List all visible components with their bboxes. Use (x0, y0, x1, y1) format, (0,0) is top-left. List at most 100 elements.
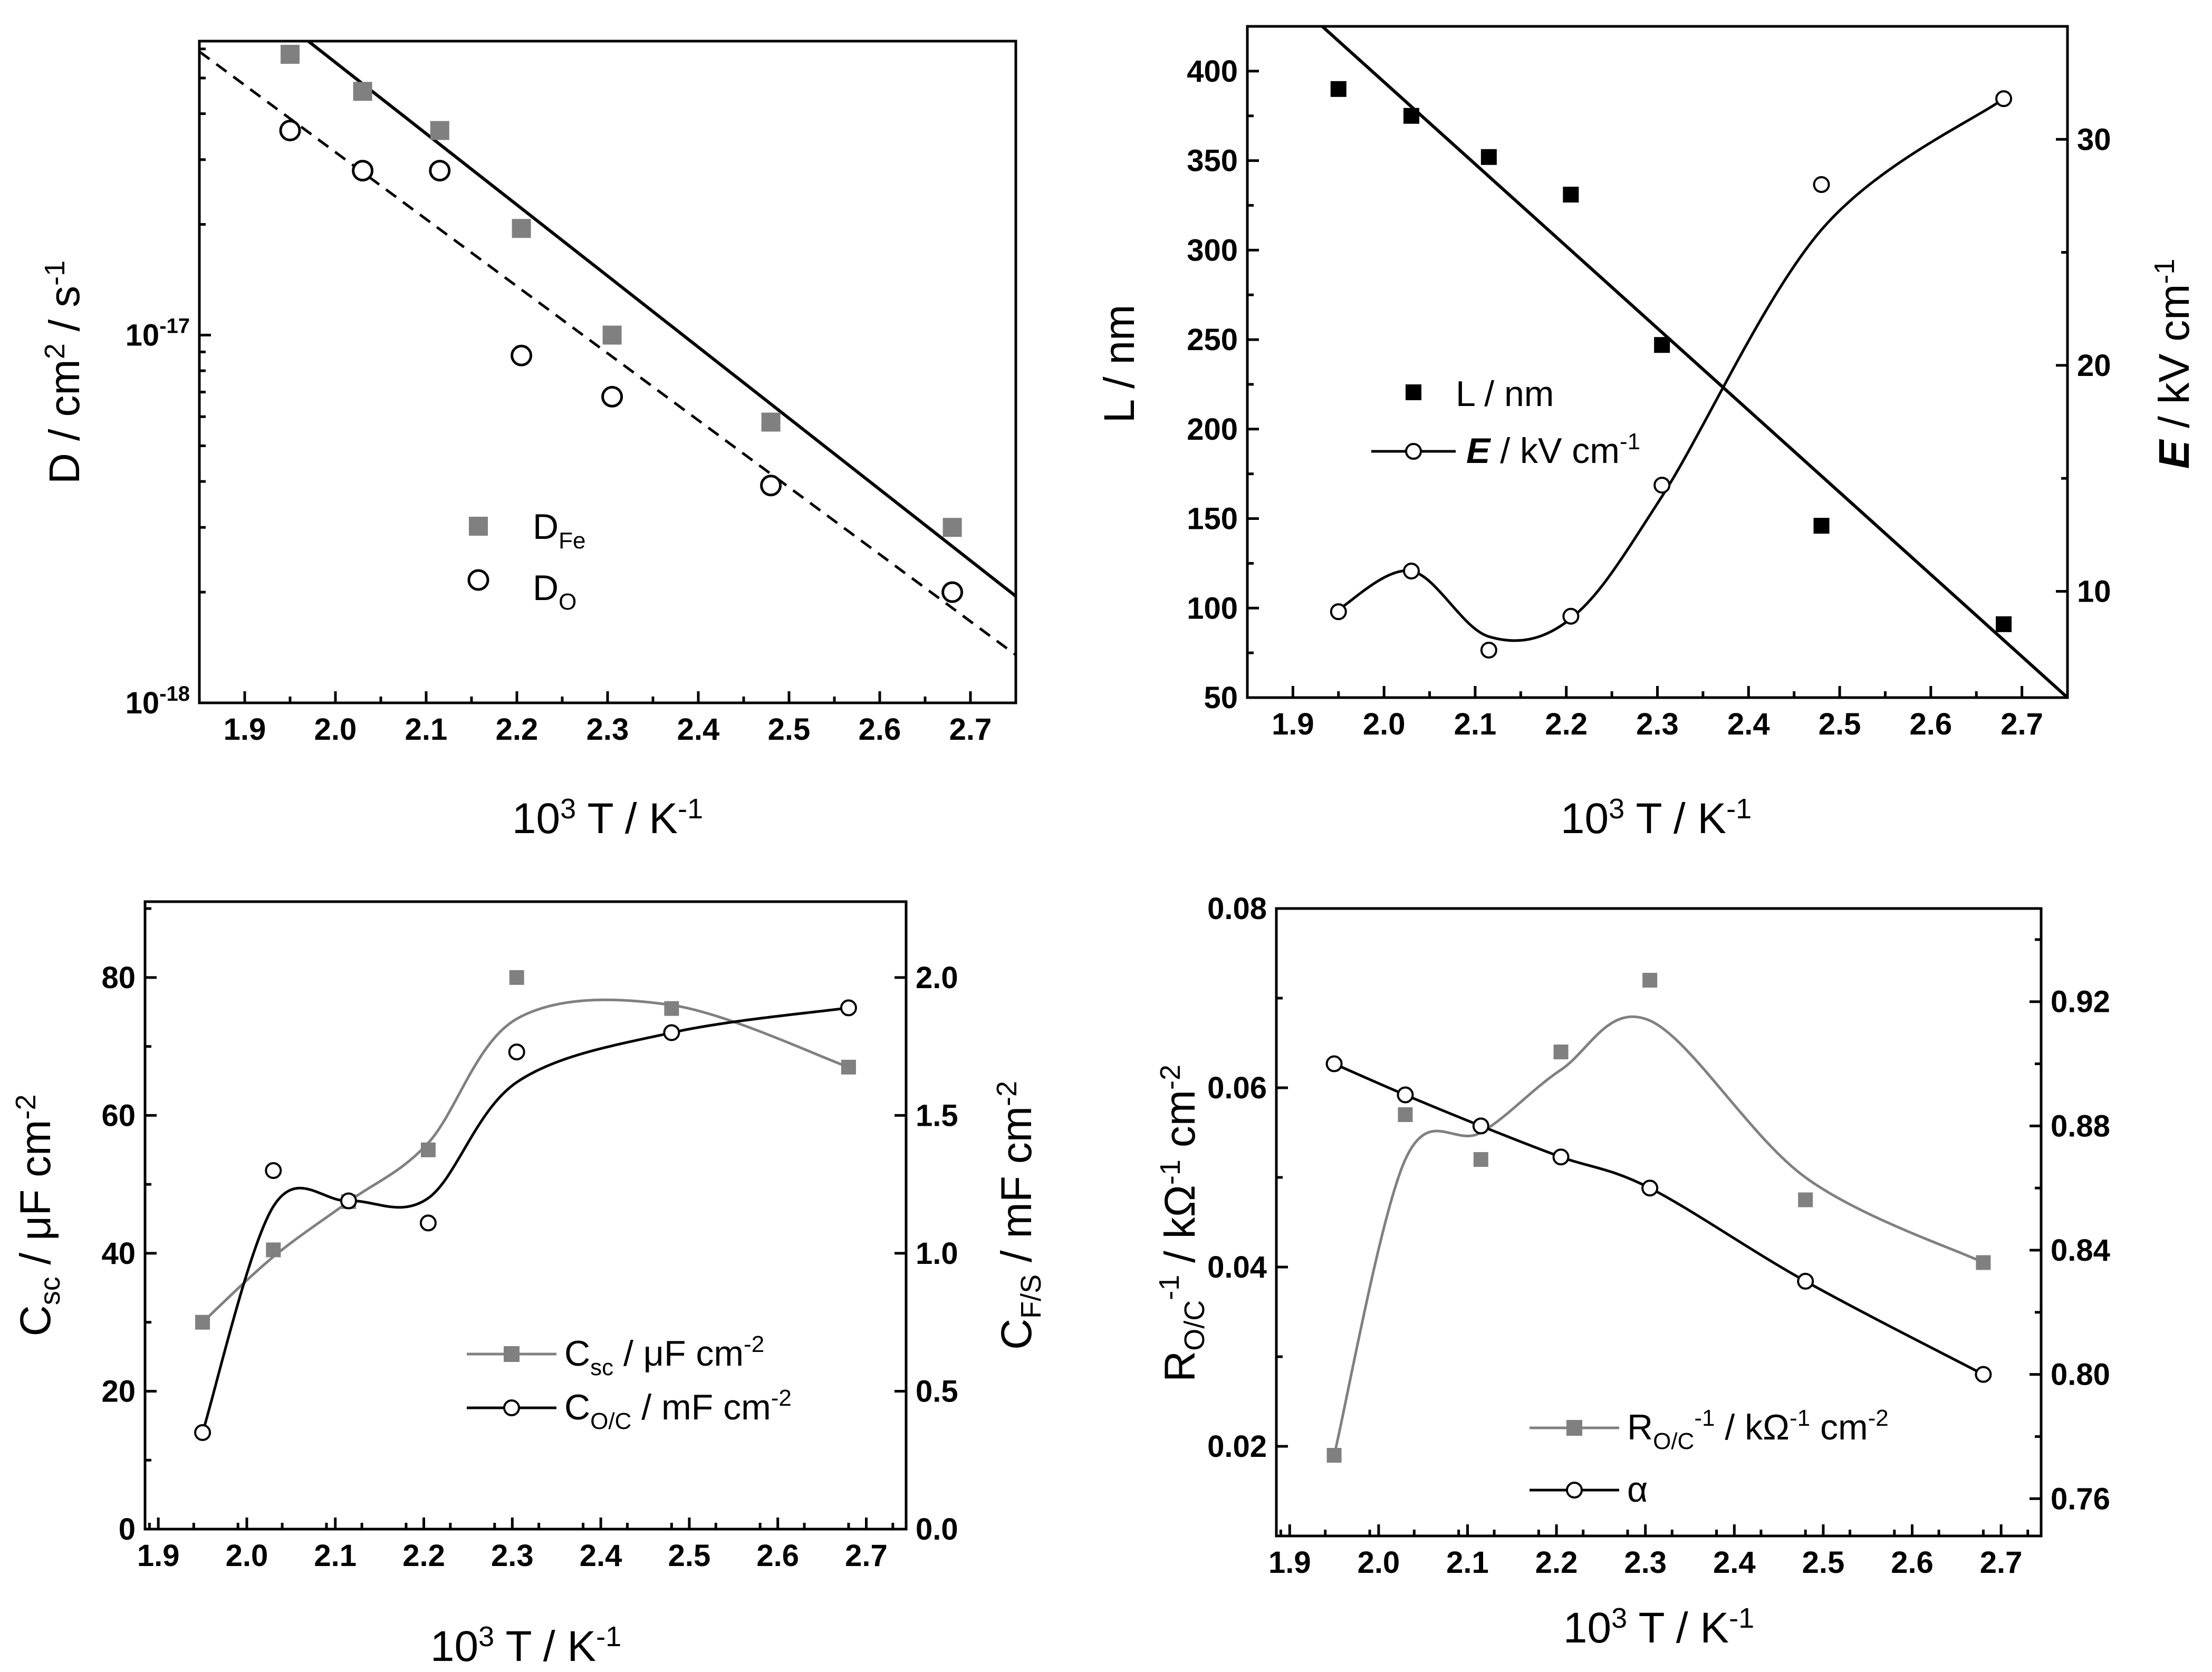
panel-length-field: 1.9 2.0 2.1 2.2 2.3 2.4 2.5 2.6 2.7 50 100 150 200 25… (1095, 25, 2198, 843)
y2-tick-label: 1.0 (916, 1236, 958, 1271)
fit-line-l (1320, 26, 2067, 698)
point-l (1563, 187, 1579, 203)
x-tick-label: 2.5 (768, 712, 811, 747)
y2-tick-label: 0.84 (2051, 1233, 2110, 1268)
point-csc (195, 1315, 210, 1330)
x-tick-label: 1.9 (224, 712, 266, 747)
x-tick-label: 2.6 (1910, 707, 1953, 741)
y-tick-label: 60 (101, 1098, 136, 1133)
point-roc (1976, 1255, 1991, 1270)
point-alpha (1325, 1055, 1343, 1072)
legend-marker-do (467, 569, 489, 591)
x-tick-label: 2.1 (405, 712, 448, 747)
y-tick-label: 10-17 (126, 315, 190, 353)
y2-tick-label: 0.76 (2051, 1482, 2110, 1516)
x-tick-label: 2.1 (1454, 707, 1497, 741)
legend: RO/C-1 / kΩ-1 cm-2 α (1530, 1405, 1889, 1510)
y-tick-label: 250 (1187, 323, 1238, 357)
point-coc (663, 1024, 680, 1041)
y-axis-label: D / cm2 / s-1 (39, 260, 89, 484)
plot-frame (143, 900, 908, 1531)
y-tick-label: 0.02 (1207, 1429, 1267, 1464)
panel-capacitance: 1.9 2.0 2.1 2.2 2.3 2.4 2.5 2.6 2.7 0 20 40 60 80 0.0 0… (10, 900, 1047, 1670)
legend-label-alpha: α (1627, 1470, 1648, 1510)
x-tick-label: 2.3 (1636, 707, 1679, 741)
x-tick-label: 2.6 (859, 712, 901, 747)
legend-marker-dfe (469, 517, 488, 536)
point-do (601, 385, 623, 408)
x-tick-label: 2.2 (496, 712, 538, 747)
y-tick-label: 400 (1187, 54, 1238, 89)
x-tick-label: 2.0 (314, 712, 357, 747)
y-tick-label: 0.08 (1207, 892, 1267, 926)
legend-label-coc: CO/C / mF cm-2 (564, 1385, 792, 1434)
y-tick-label: 40 (101, 1236, 136, 1271)
fit-line-do (199, 50, 1016, 656)
point-alpha (1641, 1180, 1659, 1197)
y-tick-label: 80 (101, 961, 136, 995)
y2-tick-label: 1.5 (916, 1098, 958, 1133)
x-tick-label: 2.7 (845, 1539, 888, 1573)
legend-marker-l (1406, 384, 1421, 400)
x-tick-label: 2.3 (491, 1539, 534, 1573)
y2-tick-label: 2.0 (916, 961, 958, 995)
y-tick-label: 0.06 (1207, 1071, 1267, 1105)
point-l (1996, 616, 2012, 632)
point-dfe (281, 45, 300, 64)
point-dfe (430, 121, 449, 140)
legend-marker-roc (1566, 1420, 1582, 1436)
y2-tick-label: 10 (2077, 575, 2111, 609)
point-roc (1798, 1192, 1813, 1207)
point-do (352, 160, 374, 182)
x-tick-label: 2.5 (1819, 707, 1861, 741)
x-tick-label: 2.3 (1624, 1545, 1667, 1580)
point-l (1403, 108, 1419, 124)
legend: DFe DO (467, 507, 585, 615)
point-l (1813, 518, 1830, 534)
y-tick-label: 0.04 (1207, 1250, 1267, 1284)
point-coc (508, 1043, 525, 1061)
legend-label-e: E / kV cm-1 (1466, 429, 1640, 471)
curve-roc (1333, 1015, 1984, 1456)
point-roc (1398, 1107, 1413, 1122)
point-csc (509, 970, 524, 985)
point-alpha (1397, 1086, 1414, 1104)
point-coc (194, 1424, 211, 1441)
legend-label-do: DO (533, 568, 576, 615)
point-e (1403, 562, 1420, 579)
legend-marker-csc (504, 1346, 520, 1362)
plot-frame (1275, 907, 2043, 1538)
y2-tick-label: 30 (2077, 122, 2111, 157)
point-e (1995, 90, 2013, 108)
x-tick-label: 2.5 (668, 1539, 711, 1573)
legend-label-roc: RO/C-1 / kΩ-1 cm-2 (1627, 1405, 1889, 1454)
y2-tick-label: 0.0 (916, 1512, 958, 1547)
point-roc (1326, 1448, 1342, 1463)
point-csc (266, 1242, 281, 1258)
x-tick-label: 2.4 (1713, 1545, 1756, 1580)
y2-tick-label: 0.88 (2051, 1109, 2110, 1143)
x-tick-label: 2.6 (1891, 1545, 1934, 1580)
point-alpha (1472, 1117, 1489, 1135)
legend-marker-alpha (1566, 1482, 1583, 1499)
point-dfe (602, 325, 622, 345)
point-dfe (512, 219, 531, 238)
x-tick-label: 2.0 (1363, 707, 1406, 741)
x-axis-label: 103 T / K-1 (1563, 1602, 1754, 1652)
point-e (1330, 603, 1347, 621)
y-tick-label: 100 (1187, 591, 1238, 625)
x-tick-label: 2.2 (1545, 707, 1588, 741)
point-alpha (1975, 1366, 1992, 1383)
legend: Csc / μF cm-2 CO/C / mF cm-2 (467, 1331, 792, 1434)
x-tick-label: 2.1 (1446, 1545, 1489, 1580)
legend: L / nm E / kV cm-1 (1371, 374, 1640, 471)
x-tick-label: 1.9 (137, 1539, 180, 1573)
y-tick-label: 350 (1187, 144, 1238, 178)
point-l (1654, 337, 1670, 353)
x-tick-label: 2.7 (949, 712, 992, 747)
point-do (760, 475, 782, 497)
point-do (941, 581, 964, 603)
y-tick-label: 200 (1187, 412, 1238, 447)
point-csc (664, 1001, 679, 1016)
